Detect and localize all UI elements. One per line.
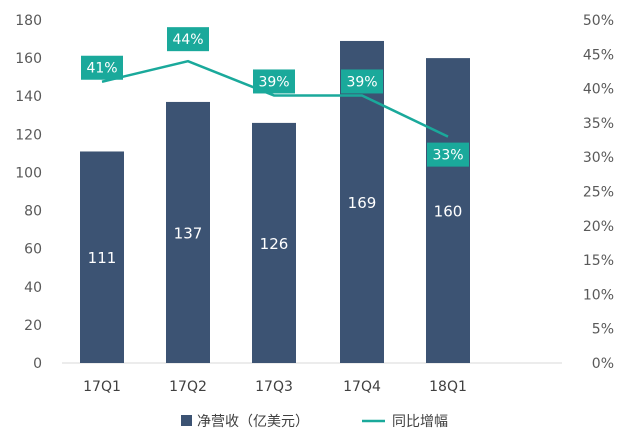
bar-series: 111 137 126 169 160 — [80, 40, 470, 364]
y-right-tick-label: 5% — [592, 322, 614, 338]
x-tick-label: 17Q4 — [343, 379, 381, 395]
growth-value-label: 39% — [258, 74, 289, 90]
x-tick-label: 18Q1 — [429, 379, 467, 395]
growth-label-box — [253, 69, 295, 94]
growth-label-box — [81, 55, 123, 80]
bar — [166, 101, 210, 363]
bar-value-label: 160 — [434, 203, 463, 221]
growth-label-box — [341, 69, 383, 94]
y-left-tick-label: 60 — [24, 242, 42, 258]
bar-value-label: 126 — [260, 235, 289, 253]
y-right-tick-label: 50% — [583, 13, 614, 29]
line-series: 41% 44% 39% 39% 33% — [81, 27, 469, 167]
bar-value-label: 169 — [348, 194, 377, 212]
growth-value-label: 44% — [172, 32, 203, 48]
y-left-tick-label: 0 — [33, 356, 42, 372]
y-left-tick-label: 160 — [15, 51, 42, 67]
bar-value-label: 111 — [88, 249, 117, 267]
growth-label-box — [167, 27, 209, 52]
y-left-tick-label: 80 — [24, 204, 42, 220]
growth-value-label: 39% — [346, 74, 377, 90]
x-tick-label: 17Q3 — [255, 379, 293, 395]
bar — [252, 122, 296, 364]
y-right-tick-label: 45% — [583, 47, 614, 63]
y-right-tick-label: 15% — [583, 253, 614, 269]
bar-value-label: 137 — [174, 224, 203, 242]
right-axis-ticks: 0% 5% 10% 15% 20% 25% 30% 35% 40% 45% 50% — [583, 13, 614, 372]
bar — [426, 58, 470, 363]
x-tick-label: 17Q1 — [83, 379, 121, 395]
y-left-tick-label: 40 — [24, 280, 42, 296]
y-right-tick-label: 40% — [583, 82, 614, 98]
y-left-tick-label: 100 — [15, 165, 42, 181]
category-ticks: 17Q1 17Q2 17Q3 17Q4 18Q1 — [83, 379, 467, 395]
legend: 净营收（亿美元） 同比增幅 — [181, 414, 448, 430]
growth-line — [101, 59, 449, 138]
growth-value-label: 33% — [432, 148, 463, 164]
y-right-tick-label: 0% — [592, 356, 614, 372]
bar — [80, 151, 124, 363]
y-right-tick-label: 30% — [583, 150, 614, 166]
legend-bar-label: 净营收（亿美元） — [197, 414, 309, 430]
growth-value-label: 41% — [86, 61, 117, 77]
x-tick-label: 17Q2 — [169, 379, 207, 395]
y-right-tick-label: 10% — [583, 287, 614, 303]
legend-line-label: 同比增幅 — [392, 414, 448, 430]
y-right-tick-label: 25% — [583, 185, 614, 201]
legend-bar-swatch — [181, 415, 192, 426]
y-left-tick-label: 180 — [15, 13, 42, 29]
y-left-tick-label: 140 — [15, 89, 42, 105]
y-left-tick-label: 20 — [24, 318, 42, 334]
y-left-tick-label: 120 — [15, 127, 42, 143]
y-right-tick-label: 35% — [583, 116, 614, 132]
y-right-tick-label: 20% — [583, 219, 614, 235]
growth-label-box — [427, 142, 469, 167]
left-axis-ticks: 0 20 40 60 80 100 120 140 160 180 — [15, 13, 42, 372]
